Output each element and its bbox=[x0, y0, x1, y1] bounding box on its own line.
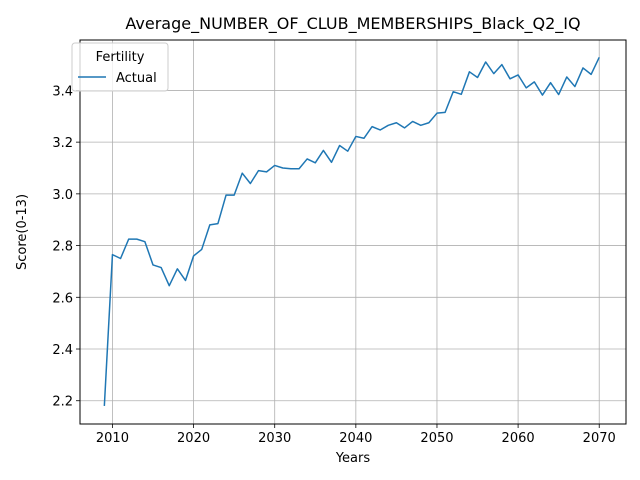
x-tick-label: 2030 bbox=[258, 431, 291, 446]
y-tick-label: 3.2 bbox=[52, 136, 73, 151]
plot-area-frame bbox=[79, 39, 627, 425]
x-axis-title: Years bbox=[335, 451, 371, 466]
x-tick-label: 2070 bbox=[583, 431, 616, 446]
y-tick-label: 2.2 bbox=[52, 395, 73, 410]
y-tick-label: 3.0 bbox=[52, 188, 73, 203]
y-axis-title: Score(0-13) bbox=[15, 194, 30, 270]
series-layer bbox=[103, 57, 600, 406]
legend-label-actual: Actual bbox=[116, 71, 157, 86]
axis-ticks: 2010 2020 2030 2040 2050 2060 2070 2.2 2.4 2.6 2.8… bbox=[52, 84, 615, 446]
legend-box bbox=[71, 42, 169, 92]
y-tick-label: 2.4 bbox=[52, 343, 73, 358]
y-tick-label: 3.4 bbox=[52, 84, 73, 99]
series-line-actual bbox=[103, 57, 600, 406]
x-tick-label: 2010 bbox=[96, 431, 129, 446]
chart-title: Average_NUMBER_OF_CLUB_MEMBERSHIPS_Black… bbox=[125, 14, 580, 34]
x-tick-label: 2050 bbox=[420, 431, 453, 446]
x-tick-label: 2020 bbox=[177, 431, 210, 446]
y-tick-label: 2.6 bbox=[52, 291, 73, 306]
y-tick-label: 2.8 bbox=[52, 240, 73, 255]
legend-title: Fertility bbox=[96, 50, 145, 65]
grid-lines bbox=[80, 40, 626, 424]
x-tick-label: 2040 bbox=[339, 431, 372, 446]
legend: Fertility Actual bbox=[71, 42, 169, 92]
x-tick-label: 2060 bbox=[502, 431, 535, 446]
